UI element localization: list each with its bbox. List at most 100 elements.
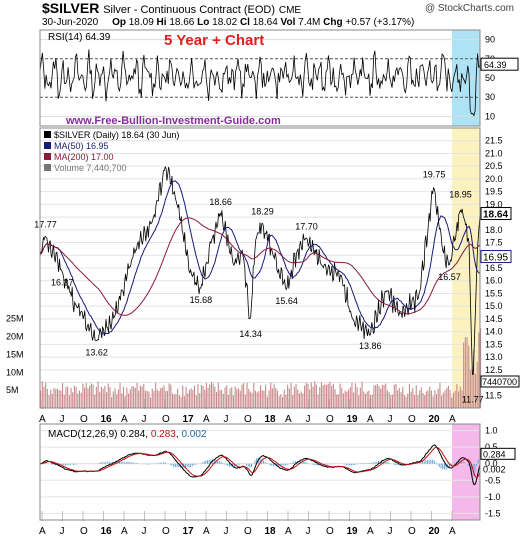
volume-bar <box>95 386 97 408</box>
volume-bar <box>468 345 470 408</box>
volume-bar <box>126 387 128 408</box>
price-annotation: 17.77 <box>34 220 57 230</box>
volume-bar <box>224 387 226 408</box>
volume-bar <box>192 390 194 408</box>
lo-value: 18.02 <box>212 17 238 28</box>
price-tick-label: 20.5 <box>485 161 503 171</box>
volume-bar <box>307 383 309 408</box>
volume-bar <box>300 391 302 408</box>
volume-bar <box>248 388 250 408</box>
hi-label: Hi <box>156 17 167 28</box>
volume-bar <box>459 386 461 408</box>
price-annotation: 13.62 <box>85 347 108 357</box>
price-x-label: O <box>408 414 416 425</box>
volume-bar <box>114 388 116 408</box>
volume-tick-label: 25M <box>6 314 24 324</box>
volume-bar <box>124 396 126 408</box>
volume-bar <box>212 383 214 408</box>
volume-bar <box>249 391 251 408</box>
volume-bar <box>268 390 270 408</box>
price-annotation: 13.86 <box>359 341 382 351</box>
volume-bar <box>386 390 388 408</box>
volume-bar <box>251 392 253 408</box>
macd-value-tag <box>480 447 516 460</box>
rsi-line <box>39 49 481 117</box>
volume-bar <box>410 391 412 408</box>
price-x-label: A <box>121 414 128 425</box>
ohlc-bar: 30-Jun-2020 Op 18.09 Hi 18.66 Lo 18.02 C… <box>42 17 414 28</box>
price-tick-label: 15.5 <box>485 288 503 298</box>
volume-bar <box>116 394 118 408</box>
volume-bar <box>260 385 262 408</box>
volume-bar <box>205 382 207 408</box>
volume-bar <box>119 382 121 408</box>
volume-bar <box>53 387 55 408</box>
rsi-label: RSI(14) <box>48 32 82 43</box>
volume-bar <box>305 382 307 408</box>
price-annotation: 16.57 <box>438 272 461 282</box>
volume-bar <box>464 337 466 408</box>
volume-bar <box>112 391 114 408</box>
series-lines <box>39 49 481 486</box>
volume-bar <box>146 390 148 408</box>
volume-bar <box>195 395 197 408</box>
volume-bar <box>265 384 267 408</box>
volume-bar <box>271 388 273 408</box>
volume-bar <box>381 384 383 408</box>
volume-bar <box>266 396 268 408</box>
chart-labels: 907050301064.3921.521.020.520.019.519.01… <box>6 35 520 537</box>
legend-swatch <box>44 142 51 149</box>
volume-tag-label: 7440700 <box>482 377 517 387</box>
volume-bar <box>315 384 317 408</box>
volume-bar <box>56 388 58 408</box>
volume-bar <box>222 393 224 408</box>
legend-entry: $SILVER (Daily) 18.64 (30 Jun) <box>54 130 179 140</box>
volume-bar <box>246 382 248 408</box>
ma200-line <box>39 217 481 316</box>
macd-x-label: A <box>203 526 210 537</box>
volume-bar <box>449 390 451 408</box>
volume-bar <box>420 387 422 408</box>
macd-x-label: O <box>326 526 334 537</box>
chg-label: Chg <box>323 17 343 28</box>
rsi-value-tag <box>480 57 519 71</box>
volume-bar <box>293 386 295 408</box>
volume-bar <box>408 383 410 408</box>
volume-bar <box>243 382 245 408</box>
price-annotation: 15.68 <box>190 295 213 305</box>
volume-bar <box>165 391 167 408</box>
volume-bar <box>253 383 255 408</box>
volume-bar <box>216 392 218 408</box>
volume-bar <box>371 394 373 408</box>
macd-label: MACD(12,26,9) <box>48 429 117 440</box>
macd-x-label: J <box>142 526 147 537</box>
volume-bar <box>474 373 476 408</box>
volume-bar <box>60 390 62 408</box>
volume-bar <box>133 386 135 408</box>
macd-x-label: A <box>285 526 292 537</box>
volume-bar <box>312 386 314 408</box>
volume-bar <box>238 388 240 408</box>
volume-bar <box>270 382 272 408</box>
macd-x-label: O <box>162 526 170 537</box>
price-annotation: 15.64 <box>275 296 298 306</box>
volume-bar <box>427 390 429 408</box>
volume-bar <box>151 388 153 408</box>
cl-label: Cl <box>239 17 250 28</box>
symbol: $SILVER <box>42 0 100 16</box>
price-x-label: 19 <box>347 414 359 425</box>
volume-bar <box>58 389 60 408</box>
volume-bar <box>298 393 300 408</box>
volume-bar <box>207 387 209 408</box>
volume-bar <box>48 395 50 408</box>
volume-bar <box>78 390 80 408</box>
price-x-label: O <box>244 414 252 425</box>
volume-bar <box>282 397 284 408</box>
macd-x-label: J <box>388 526 393 537</box>
volume-bar <box>73 385 75 408</box>
volume-tick-label: 20M <box>6 332 24 342</box>
price-x-label: J <box>224 414 229 425</box>
rsi-tick-label: 90 <box>485 35 495 45</box>
rsi-tick-label: 10 <box>485 111 495 121</box>
